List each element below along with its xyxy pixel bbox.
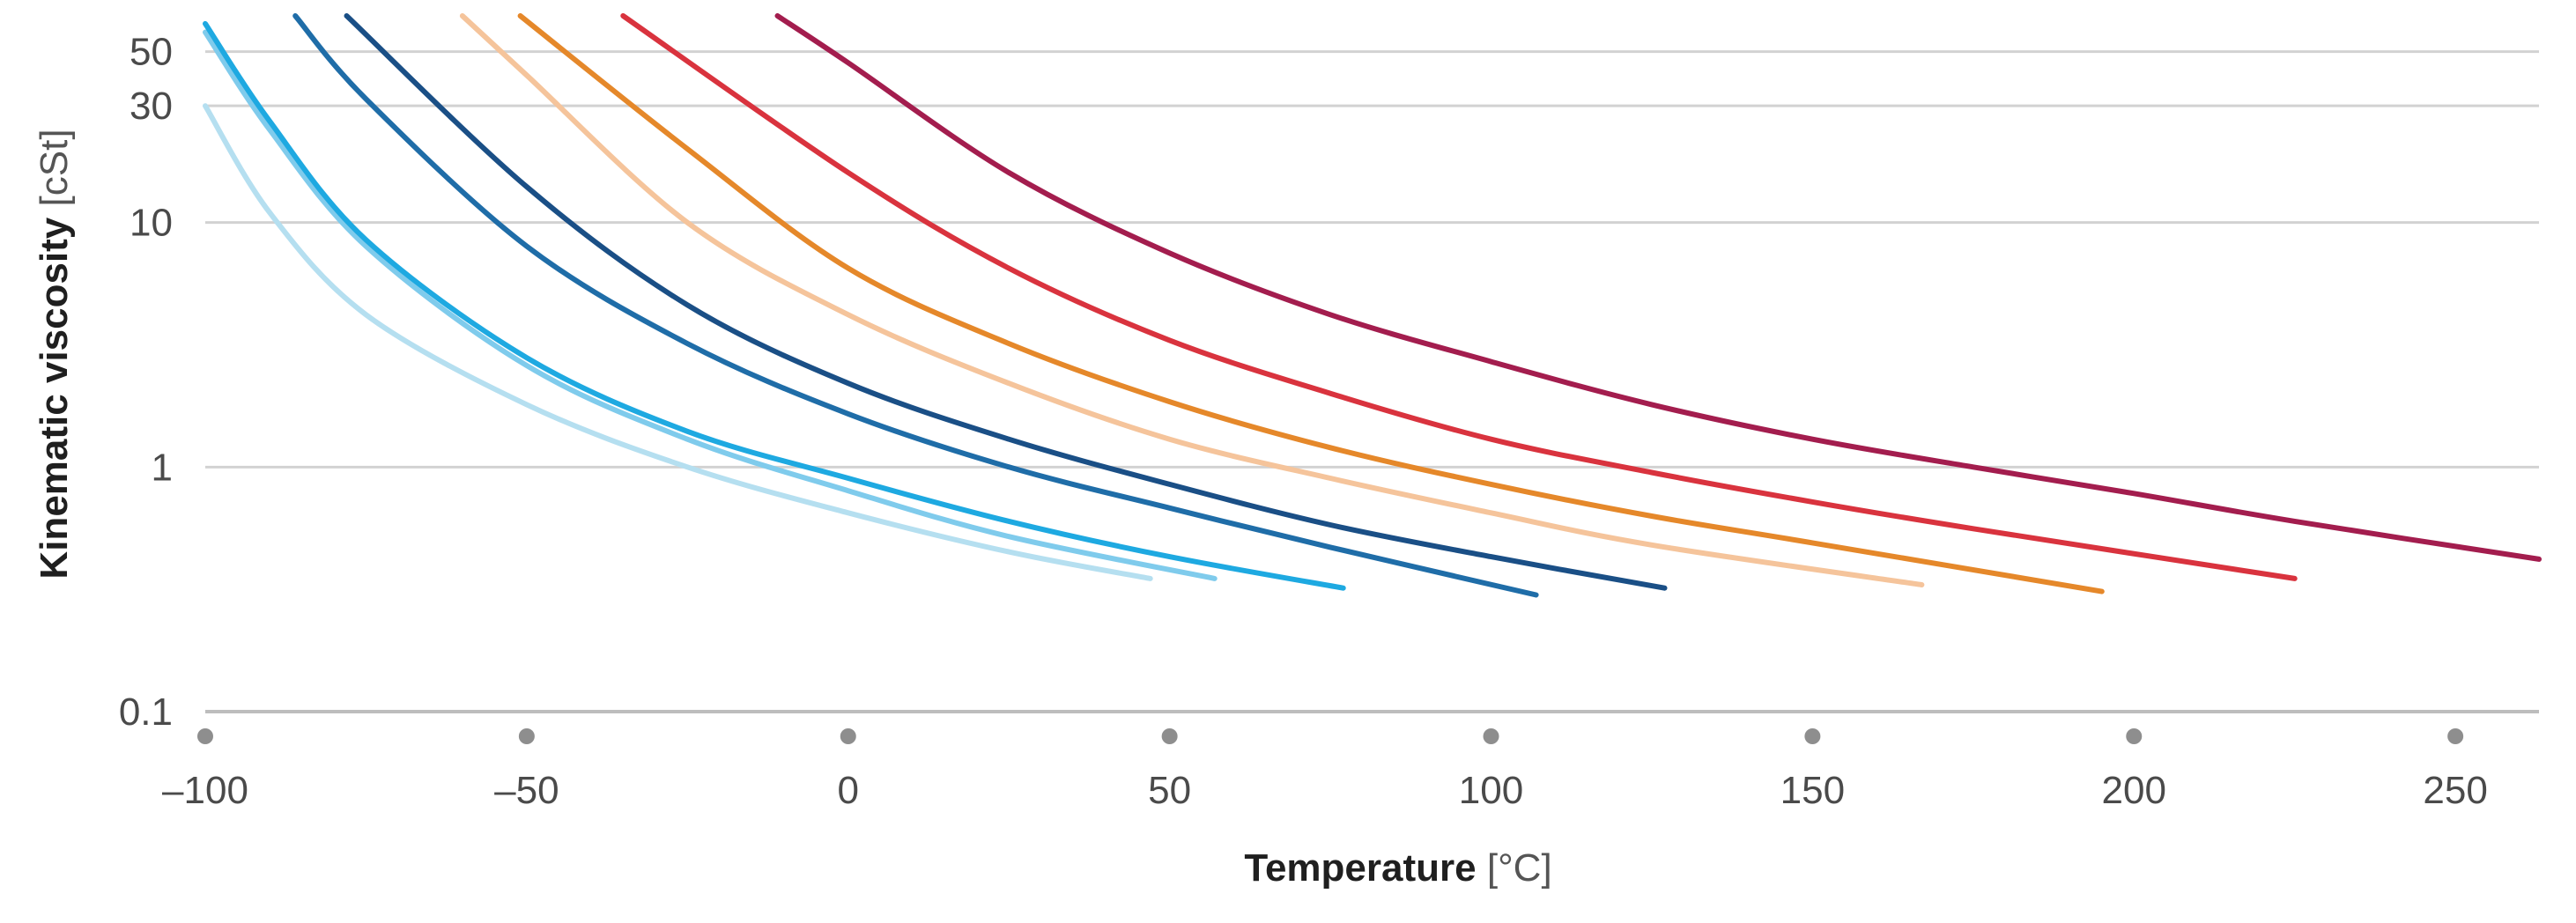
y-tick-label: 10 <box>130 202 173 245</box>
series-line-series-7 <box>517 13 2105 594</box>
x-tick-dot <box>1483 728 1499 744</box>
x-tick-dot <box>2126 728 2143 744</box>
y-tick-label: 1 <box>152 446 173 489</box>
series-lines <box>203 13 2542 598</box>
x-axis: –100 –50 0 50 100 150 200 250 <box>162 728 2488 812</box>
y-axis-title-label: Kinematic viscosity <box>33 217 76 579</box>
series-line-series-4 <box>292 13 1539 598</box>
series-line-series-2 <box>203 29 1218 581</box>
y-axis: 50 30 10 1 0.1 <box>119 31 173 734</box>
y-axis-title-unit: [cSt] <box>33 129 76 206</box>
x-tick-dot <box>1161 728 1178 744</box>
x-tick-label: –50 <box>494 769 559 812</box>
series-line-series-5 <box>344 13 1668 591</box>
x-tick-label: 150 <box>1780 769 1845 812</box>
x-tick-dot <box>2447 728 2464 744</box>
x-tick-dot <box>840 728 856 744</box>
x-tick-label: –100 <box>162 769 248 812</box>
x-tick-dot <box>518 728 535 744</box>
x-tick-label: 250 <box>2423 769 2487 812</box>
x-tick-dot <box>197 728 213 744</box>
y-axis-title: Kinematic viscosity [cSt] <box>33 129 76 579</box>
x-tick-label: 100 <box>1459 769 1523 812</box>
x-axis-title-unit: [°C] <box>1487 846 1552 890</box>
series-line-series-3 <box>203 20 1346 591</box>
y-tick-label: 0.1 <box>119 690 173 734</box>
x-tick-dot <box>1804 728 1821 744</box>
x-axis-title: Temperature [°C] <box>1244 846 1551 890</box>
x-axis-title-label: Temperature <box>1244 846 1476 890</box>
series-line-series-1 <box>203 103 1153 581</box>
series-line-series-8 <box>620 13 2298 581</box>
series-line-series-6 <box>459 13 1925 587</box>
x-tick-label: 200 <box>2102 769 2166 812</box>
y-tick-label: 30 <box>130 85 173 128</box>
gridlines <box>205 50 2539 713</box>
x-tick-label: 0 <box>838 769 859 812</box>
series-line-series-9 <box>774 13 2542 562</box>
x-tick-label: 50 <box>1148 769 1191 812</box>
y-tick-label: 50 <box>130 31 173 74</box>
